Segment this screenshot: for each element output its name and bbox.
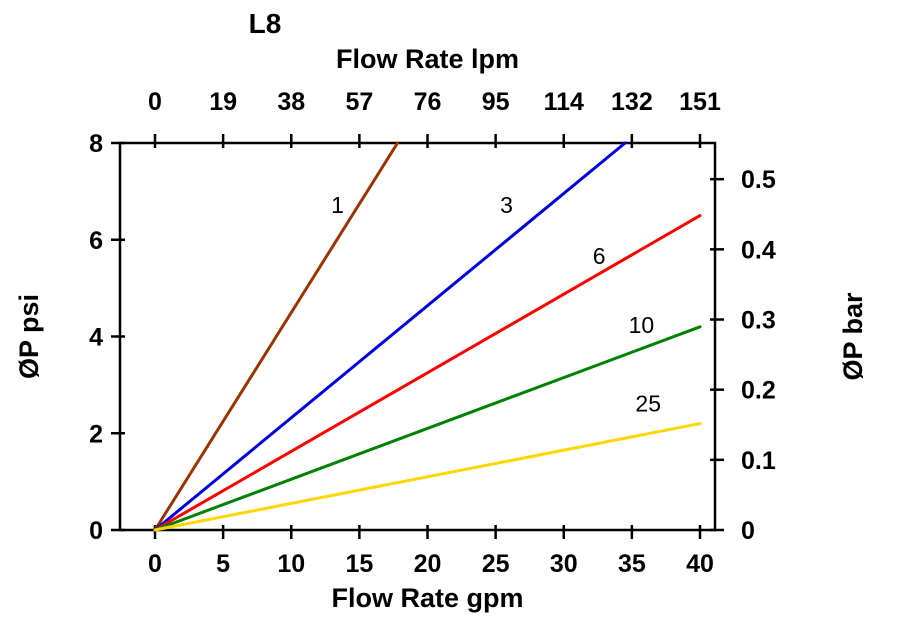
bottom-axis-tick-label: 10 <box>277 550 305 578</box>
bottom-axis-tick-label: 35 <box>618 550 646 578</box>
right-axis-tick-label: 0.4 <box>741 236 776 264</box>
series-label-1: 1 <box>331 192 344 218</box>
series-label-10: 10 <box>629 312 655 338</box>
right-axis-tick-label: 0.3 <box>741 307 776 335</box>
series-line-3 <box>153 141 627 532</box>
left-axis-tick-label: 4 <box>89 324 103 352</box>
bottom-axis-tick-label: 15 <box>345 550 373 578</box>
top-axis-tick-label: 38 <box>277 88 305 116</box>
series-label-6: 6 <box>593 243 606 269</box>
series-line-10 <box>153 325 702 532</box>
bottom-axis-tick-label: 0 <box>148 550 162 578</box>
bottom-axis-tick-label: 25 <box>482 550 510 578</box>
left-axis-tick-label: 8 <box>89 130 103 158</box>
series-line-1 <box>153 141 400 532</box>
top-axis-tick-label: 57 <box>345 88 373 116</box>
left-axis-tick-label: 6 <box>89 227 103 255</box>
right-axis-tick-label: 0 <box>741 517 755 545</box>
left-axis-tick-label: 0 <box>89 517 103 545</box>
series-line-6 <box>153 214 702 532</box>
top-axis-tick-label: 114 <box>544 88 584 116</box>
top-axis-tick-label: 151 <box>679 88 721 116</box>
top-axis-tick-label: 95 <box>482 88 510 116</box>
top-axis-tick-label: 132 <box>611 88 653 116</box>
top-axis-tick-label: 76 <box>414 88 442 116</box>
series-label-25: 25 <box>635 390 661 416</box>
top-axis-tick-label: 19 <box>209 88 237 116</box>
series-line-25 <box>153 422 702 532</box>
top-axis-tick-label: 0 <box>148 88 162 116</box>
bottom-axis-tick-label: 40 <box>686 550 714 578</box>
plot-border <box>118 141 717 532</box>
bottom-axis-tick-label: 30 <box>550 550 578 578</box>
bottom-axis-title: Flow Rate gpm <box>331 583 523 613</box>
top-axis-title: Flow Rate lpm <box>336 44 519 74</box>
right-axis-title: ØP bar <box>838 292 868 381</box>
chart-title: L8 <box>249 8 282 39</box>
right-axis-tick-label: 0.5 <box>741 166 776 194</box>
left-axis-title: ØP psi <box>14 294 44 379</box>
right-axis-tick-label: 0.1 <box>741 447 776 475</box>
bottom-axis-tick-label: 20 <box>414 550 442 578</box>
left-axis-tick-label: 2 <box>89 420 103 448</box>
bottom-axis-tick-label: 5 <box>216 550 230 578</box>
right-axis-tick-label: 0.2 <box>741 377 776 405</box>
series-label-3: 3 <box>500 192 513 218</box>
